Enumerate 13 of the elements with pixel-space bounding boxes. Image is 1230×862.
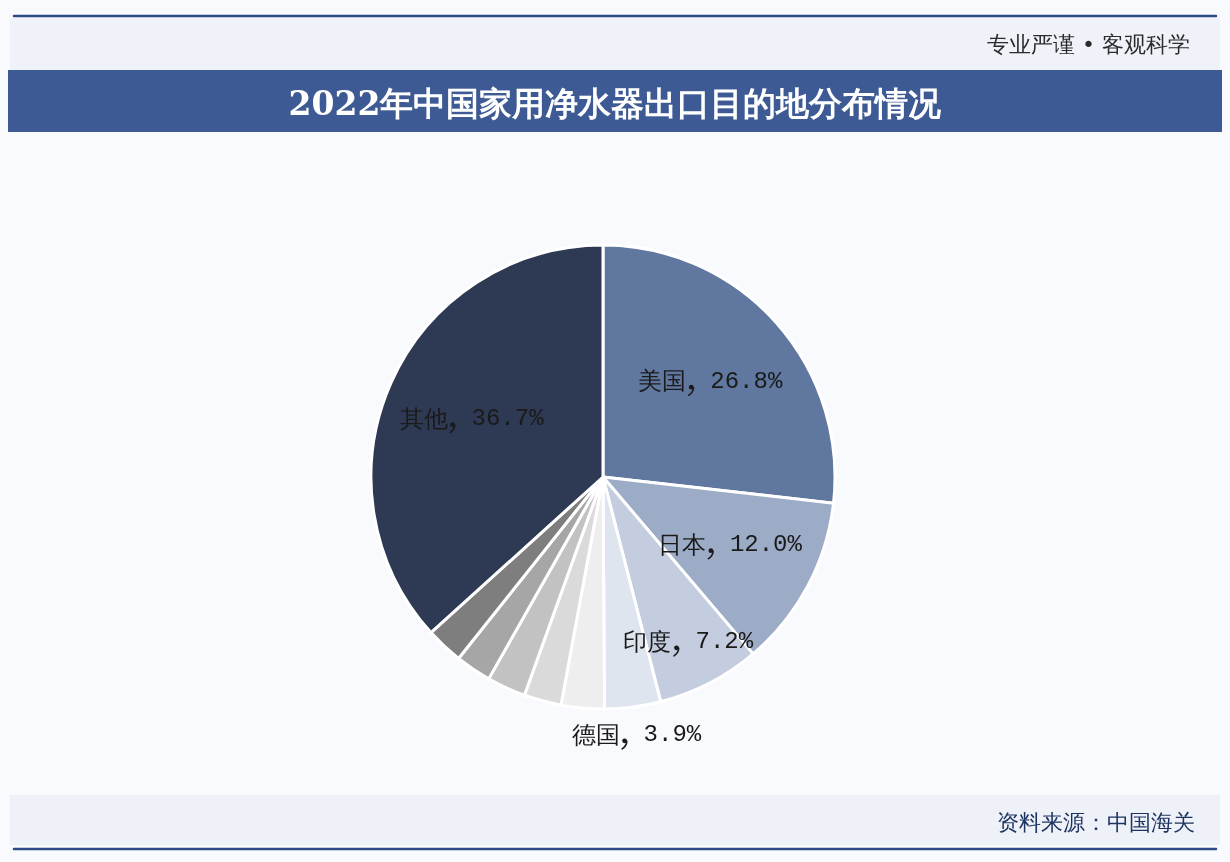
slice-label: 日本 [657, 530, 706, 559]
slice-label: 其他 [399, 404, 448, 433]
slice-label: 印度 [623, 627, 672, 656]
data-label: 36.7% [471, 405, 545, 433]
data-label: 26.8% [710, 367, 783, 395]
data-label: 7.2% [695, 628, 754, 656]
text: 专业严谨 • 客观科学 [987, 31, 1190, 57]
slice-label: 德国 [571, 720, 620, 749]
data-label: 12.0% [729, 531, 803, 559]
data-label: 3.9% [643, 721, 702, 749]
text: 资料来源：中国海关 [997, 809, 1195, 835]
chart-title: 2022年中国家用净水器出口目的地分布情况 [288, 83, 943, 123]
slice-label: 美国 [638, 367, 687, 396]
